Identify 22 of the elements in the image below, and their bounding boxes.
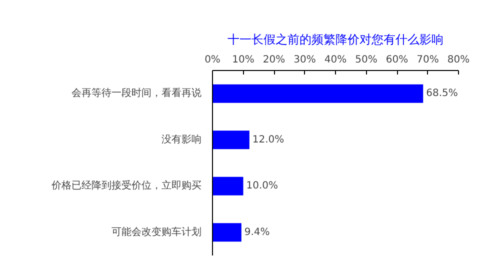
bar	[212, 223, 242, 242]
x-tick-label: 80%	[447, 54, 470, 66]
x-tick-label: 20%	[262, 54, 286, 66]
y-tick-label: 没有影响	[162, 133, 202, 146]
x-tick-label: 40%	[324, 54, 347, 66]
bar	[212, 176, 244, 196]
data-label: 68.5%	[426, 88, 458, 100]
y-tick-label: 可能会改变购车计划	[112, 226, 202, 238]
y-tick-label: 会再等待一段时间，看看再说	[72, 87, 202, 100]
x-tick-label: 30%	[294, 54, 316, 66]
data-label: 9.4%	[244, 226, 270, 238]
data-label: 12.0%	[252, 134, 284, 146]
data-label: 10.0%	[246, 180, 278, 192]
bar	[212, 84, 424, 103]
x-tick-label: 0%	[204, 54, 220, 66]
x-tick-label: 50%	[355, 54, 378, 66]
x-tick-label: 70%	[416, 54, 439, 66]
y-tick-label: 价格已经降到接受价位，立即购买	[50, 180, 202, 192]
bar	[212, 130, 250, 150]
x-tick-label: 60%	[386, 54, 408, 66]
chart-title: 十一长假之前的频繁降价对您有什么影响	[228, 32, 444, 46]
x-tick-label: 10%	[232, 54, 254, 66]
